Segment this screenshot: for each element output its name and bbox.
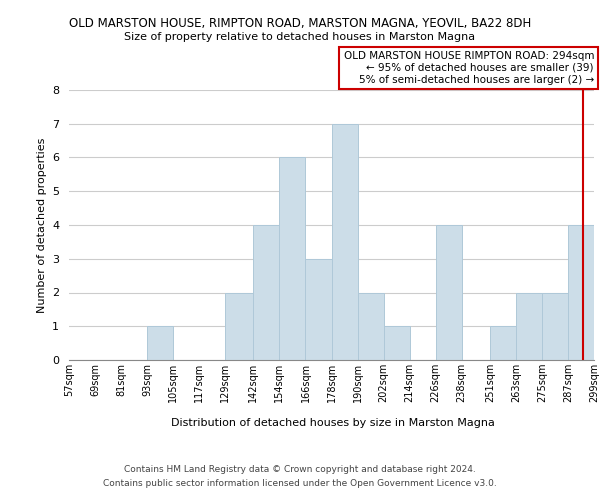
Text: Distribution of detached houses by size in Marston Magna: Distribution of detached houses by size …: [171, 418, 495, 428]
Bar: [568, 225, 594, 360]
Bar: [542, 292, 568, 360]
Bar: [332, 124, 358, 360]
Bar: [516, 292, 542, 360]
Bar: [305, 259, 332, 360]
Bar: [253, 225, 280, 360]
Bar: [147, 326, 173, 360]
Bar: [436, 225, 461, 360]
Text: OLD MARSTON HOUSE RIMPTON ROAD: 294sqm
← 95% of detached houses are smaller (39): OLD MARSTON HOUSE RIMPTON ROAD: 294sqm ←…: [343, 52, 594, 84]
Text: Contains public sector information licensed under the Open Government Licence v3: Contains public sector information licen…: [103, 480, 497, 488]
Bar: [358, 292, 383, 360]
Y-axis label: Number of detached properties: Number of detached properties: [37, 138, 47, 312]
Bar: [383, 326, 410, 360]
Bar: [490, 326, 516, 360]
Text: Size of property relative to detached houses in Marston Magna: Size of property relative to detached ho…: [124, 32, 476, 42]
Bar: [280, 158, 305, 360]
Bar: [225, 292, 253, 360]
Text: Contains HM Land Registry data © Crown copyright and database right 2024.: Contains HM Land Registry data © Crown c…: [124, 466, 476, 474]
Text: OLD MARSTON HOUSE, RIMPTON ROAD, MARSTON MAGNA, YEOVIL, BA22 8DH: OLD MARSTON HOUSE, RIMPTON ROAD, MARSTON…: [69, 18, 531, 30]
